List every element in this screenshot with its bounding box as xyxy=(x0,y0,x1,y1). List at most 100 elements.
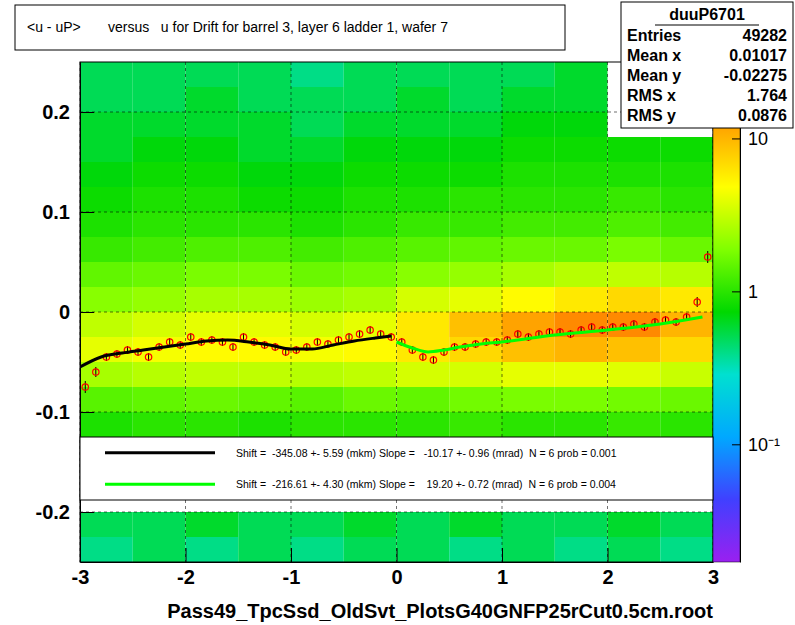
heatmap-cell xyxy=(291,87,344,112)
title-box xyxy=(15,5,565,50)
stats-frame xyxy=(621,2,793,128)
heatmap-cell xyxy=(660,262,713,287)
profile-point xyxy=(314,339,320,345)
heatmap-cell xyxy=(344,362,397,387)
heatmap-cell xyxy=(660,237,713,262)
heatmap-cell xyxy=(660,212,713,237)
heatmap-cell xyxy=(291,237,344,262)
heatmap-cell xyxy=(449,137,502,162)
heatmap-cell xyxy=(555,187,608,212)
heatmap-cell xyxy=(660,537,713,562)
profile-point xyxy=(588,324,594,330)
heatmap-cell xyxy=(238,262,291,287)
title: <u - uP> versus u for Drift for barrel 3… xyxy=(27,19,448,35)
heatmap-cell xyxy=(186,112,239,137)
heatmap-cell xyxy=(502,187,555,212)
series-area xyxy=(80,251,711,393)
heatmap-cell xyxy=(291,187,344,212)
heatmap-cell xyxy=(344,162,397,187)
color-tick: 10⁻¹ xyxy=(732,435,780,455)
heatmap-cell xyxy=(291,537,344,562)
x-axis-title: Pass49_TpcSsd_OldSvt_PlotsG40GNFP25rCut0… xyxy=(167,600,713,622)
color-tick-label: 10 xyxy=(748,129,768,149)
heatmap-cell xyxy=(449,187,502,212)
profile-point xyxy=(430,357,436,363)
y-tick: -0.1 xyxy=(36,401,94,423)
y-tick-mark xyxy=(80,312,94,313)
heatmap-cell xyxy=(133,237,186,262)
legend-swatch xyxy=(105,483,215,486)
heatmap-cell xyxy=(344,137,397,162)
heatmap-cell xyxy=(555,137,608,162)
heatmap-cell xyxy=(133,62,186,87)
stats-value: -0.02275 xyxy=(724,67,787,84)
heatmap-cell xyxy=(502,87,555,112)
color-bar xyxy=(713,62,740,562)
heatmap-cell xyxy=(397,262,450,287)
heatmap-cell xyxy=(660,312,713,337)
heatmap-cell xyxy=(397,237,450,262)
heatmap-cell xyxy=(186,87,239,112)
heatmap-cell xyxy=(133,137,186,162)
heatmap-cell xyxy=(133,362,186,387)
heatmap-cell xyxy=(80,137,133,162)
heatmap-cell xyxy=(80,262,133,287)
profile-point xyxy=(705,254,711,260)
heatmap-cell xyxy=(80,212,133,237)
heatmap-cell xyxy=(608,337,661,362)
heatmap-cell xyxy=(608,387,661,412)
stats-value: 0.0876 xyxy=(738,107,787,124)
error-bar xyxy=(85,381,86,393)
heatmap-cell xyxy=(660,512,713,537)
heatmap-cell xyxy=(80,362,133,387)
heatmap-cell xyxy=(608,212,661,237)
heatmap-cell xyxy=(449,312,502,337)
heatmap-cell xyxy=(502,387,555,412)
x-tick: -2 xyxy=(177,548,195,588)
stats-value: 1.764 xyxy=(747,87,787,104)
heatmap-cell xyxy=(186,412,239,437)
x-tick-label: 2 xyxy=(602,566,613,588)
heatmap-cell xyxy=(555,512,608,537)
heatmap-cell xyxy=(555,262,608,287)
heatmap-cell xyxy=(502,212,555,237)
heatmap-cell xyxy=(238,187,291,212)
heatmap-cell xyxy=(133,537,186,562)
plot-area xyxy=(80,62,713,562)
stats-value: 0.01017 xyxy=(729,47,787,64)
heatmap-cell xyxy=(449,362,502,387)
heatmap-cell xyxy=(133,312,186,337)
heatmap-cell xyxy=(291,362,344,387)
heatmap-cell xyxy=(449,262,502,287)
heatmap-cell xyxy=(449,237,502,262)
heatmap-cell xyxy=(660,387,713,412)
profile-point xyxy=(694,299,700,305)
heatmap-cell xyxy=(449,537,502,562)
error-bar xyxy=(707,251,708,263)
heatmap-cell xyxy=(608,287,661,312)
profile-point xyxy=(230,344,236,350)
heatmap-cell xyxy=(238,387,291,412)
y-tick: 0.2 xyxy=(42,101,94,123)
heatmap-cell xyxy=(238,287,291,312)
heatmap-cell xyxy=(133,387,186,412)
grid-line xyxy=(80,512,713,513)
x-tick-label: -1 xyxy=(283,566,301,588)
heatmap-cell xyxy=(238,137,291,162)
x-tick: 0 xyxy=(391,548,402,588)
stats-label: Entries xyxy=(627,27,681,44)
heatmap-cell xyxy=(133,412,186,437)
x-tick-mark xyxy=(397,548,398,562)
heatmap-cell xyxy=(186,387,239,412)
heatmap-cell xyxy=(133,87,186,112)
x-tick-label: 1 xyxy=(497,566,508,588)
heatmap-cell xyxy=(133,212,186,237)
stats-label: RMS x xyxy=(627,87,676,104)
heatmap-cell xyxy=(80,412,133,437)
heatmap-cell xyxy=(608,512,661,537)
heatmap-cell xyxy=(238,87,291,112)
color-tick-mark xyxy=(732,138,740,139)
y-tick-mark xyxy=(80,412,94,413)
heatmap-cell xyxy=(80,162,133,187)
heatmap-cell xyxy=(186,537,239,562)
